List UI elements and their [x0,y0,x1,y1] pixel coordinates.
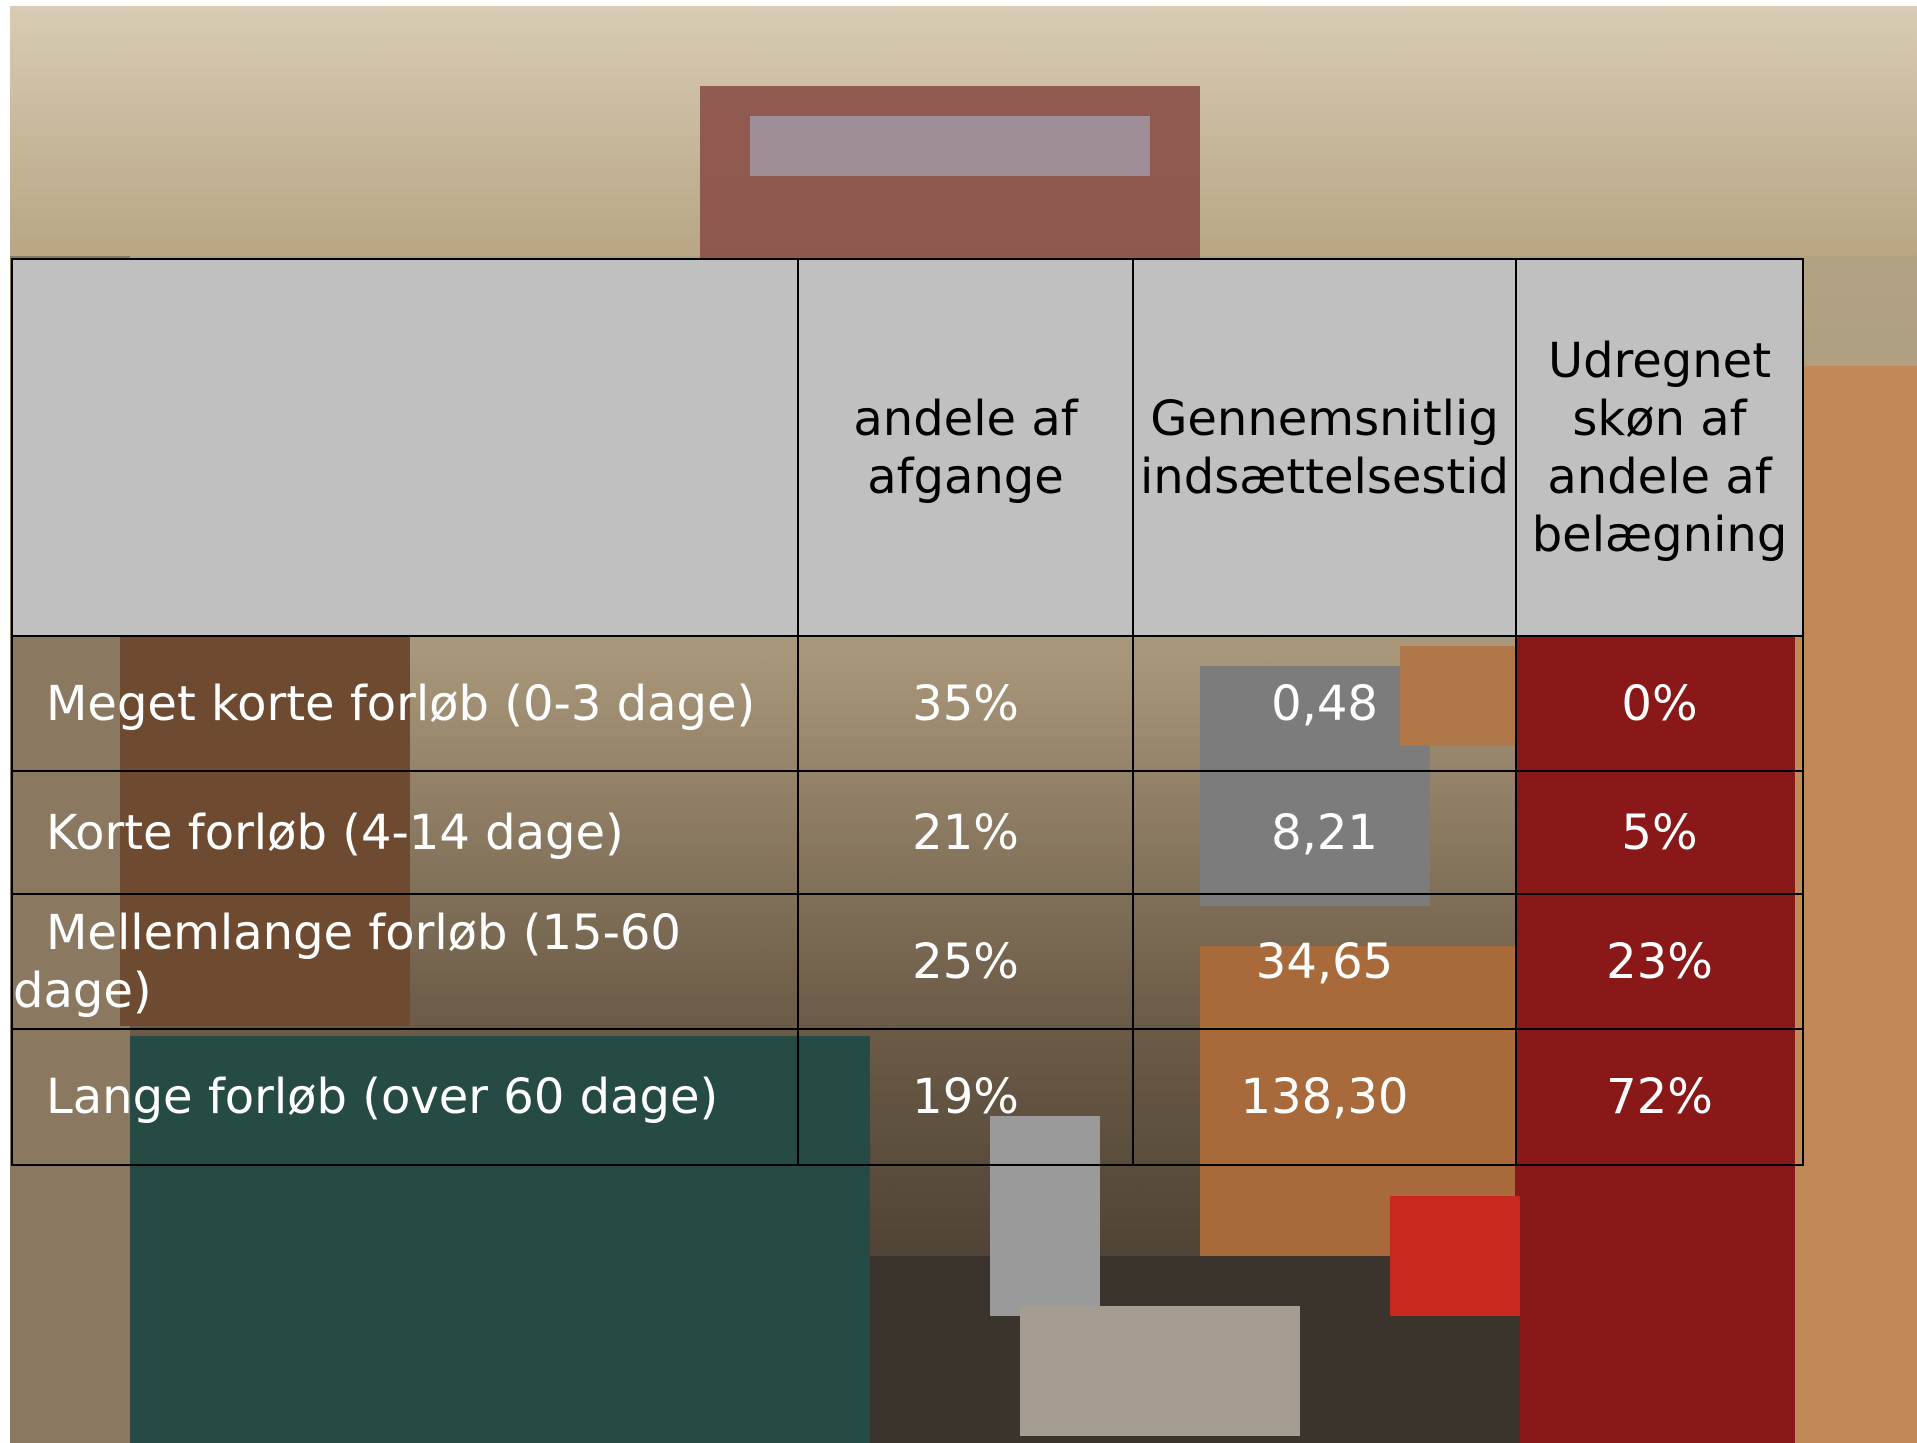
header-cell: Gennemsnitlig indsættelsestid [1133,259,1516,636]
data-table: andele af afgange Gennemsnitlig indsætte… [11,258,1804,1166]
header-row: andele af afgange Gennemsnitlig indsætte… [12,259,1803,636]
cell-value: 5% [1516,771,1803,894]
cell-value: 19% [798,1029,1133,1165]
cell-value: 0,48 [1133,636,1516,771]
header-cell: Udregnet skøn af andele af belægning [1516,259,1803,636]
cell-value: 35% [798,636,1133,771]
row-label: Korte forløb (4-14 dage) [12,771,798,894]
cell-value: 138,30 [1133,1029,1516,1165]
cell-value: 34,65 [1133,894,1516,1029]
cell-value: 23% [1516,894,1803,1029]
cell-value: 21% [798,771,1133,894]
header-cell: andele af afgange [798,259,1133,636]
cell-value: 25% [798,894,1133,1029]
header-cell [12,259,798,636]
row-label: Mellemlange forløb (15-60 dage) [12,894,798,1029]
cell-value: 72% [1516,1029,1803,1165]
slide: andele af afgange Gennemsnitlig indsætte… [0,0,1917,1443]
cell-value: 0% [1516,636,1803,771]
row-label: Lange forløb (over 60 dage) [12,1029,798,1165]
row-label: Meget korte forløb (0-3 dage) [12,636,798,771]
cell-value: 8,21 [1133,771,1516,894]
